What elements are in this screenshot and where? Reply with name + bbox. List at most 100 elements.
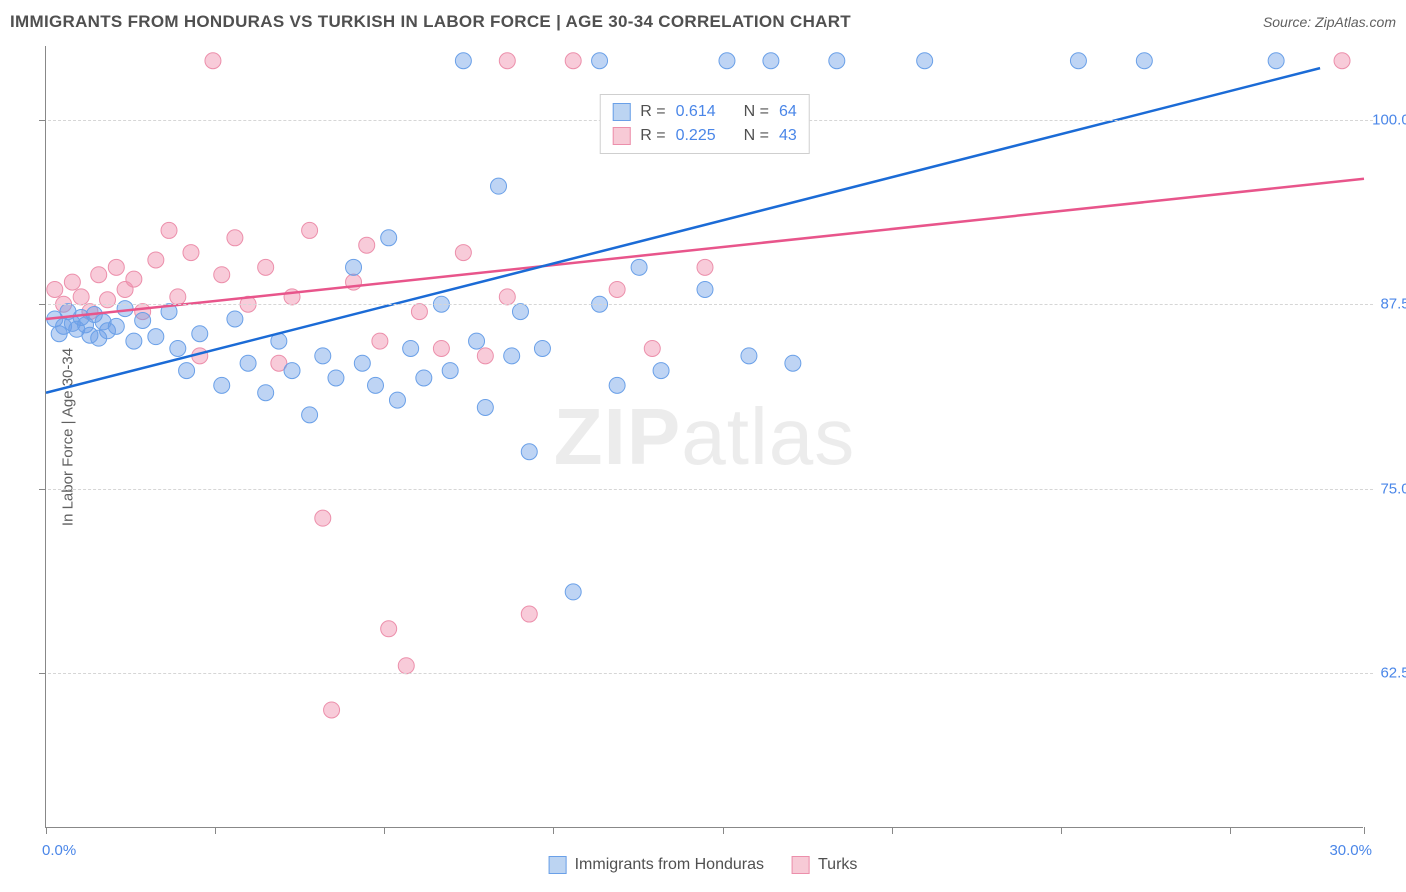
scatter-point: [469, 333, 485, 349]
source-label: Source: ZipAtlas.com: [1263, 14, 1396, 30]
scatter-point: [1070, 53, 1086, 69]
scatter-point: [512, 304, 528, 320]
scatter-point: [108, 318, 124, 334]
scatter-point: [258, 385, 274, 401]
y-tick: [39, 489, 46, 490]
scatter-point: [644, 340, 660, 356]
scatter-point: [372, 333, 388, 349]
scatter-point: [491, 178, 507, 194]
scatter-point: [214, 377, 230, 393]
scatter-point: [227, 230, 243, 246]
n-label: N =: [744, 124, 769, 148]
gridline: [48, 673, 1373, 674]
scatter-point: [504, 348, 520, 364]
plot-frame: In Labor Force | Age 30-34 ZIPatlas 62.5…: [45, 46, 1363, 828]
plot-area: ZIPatlas 62.5%75.0%87.5%100.0%: [46, 46, 1363, 827]
y-tick-label: 87.5%: [1380, 296, 1406, 313]
y-tick: [39, 304, 46, 305]
scatter-point: [477, 399, 493, 415]
scatter-point: [205, 53, 221, 69]
scatter-point: [653, 363, 669, 379]
scatter-point: [499, 53, 515, 69]
scatter-point: [477, 348, 493, 364]
scatter-point: [315, 510, 331, 526]
scatter-point: [359, 237, 375, 253]
x-axis-max-label: 30.0%: [1329, 842, 1372, 859]
x-tick: [1061, 827, 1062, 834]
scatter-point: [126, 333, 142, 349]
scatter-point: [609, 281, 625, 297]
x-tick: [46, 827, 47, 834]
scatter-point: [108, 259, 124, 275]
x-tick: [1364, 827, 1365, 834]
title-bar: IMMIGRANTS FROM HONDURAS VS TURKISH IN L…: [10, 8, 1396, 36]
scatter-point: [346, 259, 362, 275]
scatter-point: [328, 370, 344, 386]
scatter-point: [170, 340, 186, 356]
x-tick: [215, 827, 216, 834]
scatter-point: [389, 392, 405, 408]
scatter-point: [284, 363, 300, 379]
scatter-point: [302, 407, 318, 423]
scatter-point: [315, 348, 331, 364]
x-axis-min-label: 0.0%: [42, 842, 76, 859]
scatter-point: [521, 606, 537, 622]
scatter-point: [631, 259, 647, 275]
n-value-honduras: 64: [779, 100, 797, 124]
legend-item-honduras: Immigrants from Honduras: [549, 856, 764, 874]
legend-bottom: Immigrants from Honduras Turks: [549, 856, 858, 874]
scatter-point: [91, 267, 107, 283]
chart-svg: [46, 46, 1363, 827]
legend-row-honduras: R = 0.614 N = 64: [612, 100, 797, 124]
x-tick: [384, 827, 385, 834]
scatter-point: [47, 281, 63, 297]
scatter-point: [1334, 53, 1350, 69]
legend-label-honduras: Immigrants from Honduras: [575, 856, 764, 874]
legend-correlation-box: R = 0.614 N = 64 R = 0.225 N = 43: [599, 94, 810, 154]
r-label: R =: [640, 100, 665, 124]
scatter-point: [403, 340, 419, 356]
legend-item-turks: Turks: [792, 856, 857, 874]
chart-title: IMMIGRANTS FROM HONDURAS VS TURKISH IN L…: [10, 12, 851, 32]
scatter-point: [534, 340, 550, 356]
scatter-point: [117, 301, 133, 317]
scatter-point: [455, 53, 471, 69]
x-tick: [723, 827, 724, 834]
scatter-point: [100, 292, 116, 308]
legend-swatch-turks: [612, 127, 630, 145]
scatter-point: [148, 329, 164, 345]
scatter-point: [148, 252, 164, 268]
scatter-point: [240, 355, 256, 371]
x-tick: [1230, 827, 1231, 834]
scatter-point: [697, 259, 713, 275]
scatter-point: [170, 289, 186, 305]
scatter-point: [258, 259, 274, 275]
n-value-turks: 43: [779, 124, 797, 148]
scatter-point: [227, 311, 243, 327]
scatter-point: [64, 274, 80, 290]
legend-swatch-honduras-b: [549, 856, 567, 874]
y-tick-label: 75.0%: [1380, 480, 1406, 497]
legend-row-turks: R = 0.225 N = 43: [612, 124, 797, 148]
legend-swatch-turks-b: [792, 856, 810, 874]
scatter-point: [592, 53, 608, 69]
scatter-point: [917, 53, 933, 69]
scatter-point: [741, 348, 757, 364]
scatter-point: [521, 444, 537, 460]
n-label: N =: [744, 100, 769, 124]
scatter-point: [697, 281, 713, 297]
scatter-point: [719, 53, 735, 69]
scatter-point: [1268, 53, 1284, 69]
scatter-point: [381, 621, 397, 637]
scatter-point: [183, 245, 199, 261]
scatter-point: [411, 304, 427, 320]
scatter-point: [1136, 53, 1152, 69]
x-tick: [892, 827, 893, 834]
r-label: R =: [640, 124, 665, 148]
scatter-point: [135, 312, 151, 328]
r-value-turks: 0.225: [676, 124, 716, 148]
scatter-point: [829, 53, 845, 69]
scatter-point: [398, 658, 414, 674]
scatter-point: [455, 245, 471, 261]
scatter-point: [565, 53, 581, 69]
